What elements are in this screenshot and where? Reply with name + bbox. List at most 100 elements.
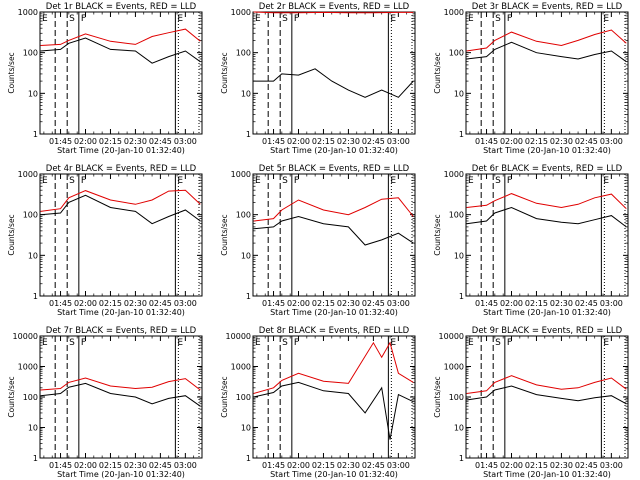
- event-marker-label: E: [390, 14, 396, 24]
- event-marker-label: F: [507, 176, 512, 186]
- event-marker-label: E: [42, 176, 48, 186]
- plot-frame: [252, 335, 416, 459]
- series-line-red: [40, 28, 201, 46]
- event-marker-label: F: [81, 14, 86, 24]
- x-tick-label: 02:30: [550, 299, 573, 308]
- chart-title: Det 7r BLACK = Events, RED = LLD: [46, 326, 197, 336]
- x-tick-label: 02:00: [500, 461, 523, 470]
- x-tick-label: 02:00: [287, 299, 310, 308]
- y-tick-label: 10: [28, 251, 38, 260]
- chart-title: Det 5r BLACK = Events, RED = LLD: [259, 164, 410, 174]
- chart-panel-5: Det 5r BLACK = Events, RED = LLD 1 10 100 10…: [220, 164, 416, 317]
- x-tick-label: 03:00: [387, 461, 410, 470]
- chart-panel-9: Det 9r BLACK = Events, RED = LLD 1 10 100 10…: [433, 326, 629, 479]
- y-tick-label: 1000: [18, 8, 38, 17]
- event-marker-label: E: [177, 338, 183, 348]
- x-tick-label: 02:00: [287, 461, 310, 470]
- x-tick-label: 02:15: [312, 461, 335, 470]
- event-marker-label: E: [255, 14, 261, 24]
- y-tick-label: 10: [454, 89, 464, 98]
- x-tick-label: 03:00: [174, 137, 197, 146]
- series-line-black: [466, 41, 627, 63]
- plot-frame: [252, 173, 416, 297]
- y-axis-label: Counts/sec: [7, 376, 16, 417]
- y-axis-label: Counts/sec: [433, 52, 442, 93]
- event-marker-label: F: [81, 176, 86, 186]
- y-axis-label: Counts/sec: [7, 52, 16, 93]
- y-tick-label: 100: [236, 211, 251, 220]
- y-tick-label: 1000: [444, 8, 464, 17]
- y-tick-label: 10000: [439, 332, 464, 341]
- x-tick-label: 02:45: [149, 299, 172, 308]
- x-tick-label: 02:15: [99, 461, 122, 470]
- chart-title: Det 4r BLACK = Events, RED = LLD: [46, 164, 197, 174]
- event-marker-label: E: [603, 14, 609, 24]
- x-tick-label: 01:45: [262, 137, 285, 146]
- series-line-red: [466, 29, 627, 52]
- plot-frame: [465, 11, 629, 135]
- series-line-black: [40, 37, 201, 64]
- x-axis-label: Start Time (20-Jan-10 01:32:40): [483, 146, 611, 155]
- x-tick-label: 02:45: [362, 299, 385, 308]
- y-tick-label: 1000: [444, 170, 464, 179]
- x-axis-label: Start Time (20-Jan-10 01:32:40): [57, 470, 185, 479]
- y-axis-label: Counts/sec: [433, 376, 442, 417]
- x-tick-label: 01:45: [475, 461, 498, 470]
- chart-title: Det 8r BLACK = Events, RED = LLD: [259, 326, 410, 336]
- chart-title: Det 2r BLACK = Events, RED = LLD: [259, 2, 410, 12]
- event-marker-label: E: [177, 14, 183, 24]
- x-tick-label: 03:00: [387, 299, 410, 308]
- x-tick-label: 01:45: [262, 299, 285, 308]
- x-tick-label: 01:45: [49, 299, 72, 308]
- event-marker-label: E: [255, 176, 261, 186]
- chart-panel-1: Det 1r BLACK = Events, RED = LLD 1 10 100 10…: [7, 2, 203, 155]
- y-tick-label: 1: [33, 454, 38, 463]
- x-tick-label: 02:00: [74, 137, 97, 146]
- x-tick-label: 02:15: [525, 299, 548, 308]
- event-marker-label: S: [69, 338, 75, 348]
- y-tick-label: 100: [449, 49, 464, 58]
- y-tick-label: 1: [459, 292, 464, 301]
- event-marker-label: F: [81, 338, 86, 348]
- y-tick-label: 1000: [231, 363, 251, 372]
- event-marker-label: E: [468, 338, 474, 348]
- event-marker-label: E: [390, 176, 396, 186]
- x-tick-label: 02:15: [525, 461, 548, 470]
- x-tick-label: 02:30: [337, 299, 360, 308]
- x-axis-label: Start Time (20-Jan-10 01:32:40): [270, 146, 398, 155]
- y-tick-label: 1: [459, 454, 464, 463]
- chart-title: Det 9r BLACK = Events, RED = LLD: [472, 326, 623, 336]
- x-tick-label: 03:00: [600, 461, 623, 470]
- y-tick-label: 1000: [18, 170, 38, 179]
- y-tick-label: 100: [23, 211, 38, 220]
- x-tick-label: 02:45: [575, 137, 598, 146]
- chart-title: Det 1r BLACK = Events, RED = LLD: [46, 2, 197, 12]
- y-tick-label: 10: [454, 251, 464, 260]
- y-tick-label: 1: [33, 292, 38, 301]
- y-tick-label: 1: [33, 130, 38, 139]
- event-marker-label: E: [468, 14, 474, 24]
- y-tick-label: 1: [246, 454, 251, 463]
- y-axis-label: Counts/sec: [220, 52, 229, 93]
- series-line-black: [40, 194, 201, 225]
- chart-panel-2: Det 2r BLACK = Events, RED = LLD 1 10 100 10…: [220, 2, 416, 155]
- y-tick-label: 100: [449, 211, 464, 220]
- y-tick-label: 1: [246, 292, 251, 301]
- x-tick-label: 02:30: [550, 137, 573, 146]
- chart-title: Det 3r BLACK = Events, RED = LLD: [472, 2, 623, 12]
- x-tick-label: 02:45: [362, 461, 385, 470]
- y-tick-label: 10: [454, 424, 464, 433]
- x-tick-label: 01:45: [475, 137, 498, 146]
- event-marker-label: F: [294, 14, 299, 24]
- x-tick-label: 02:00: [74, 461, 97, 470]
- x-tick-label: 02:30: [124, 461, 147, 470]
- event-marker-label: E: [42, 14, 48, 24]
- event-marker-label: E: [177, 176, 183, 186]
- x-tick-label: 02:45: [575, 461, 598, 470]
- chart-panel-7: Det 7r BLACK = Events, RED = LLD 1 10 100 10…: [7, 326, 203, 479]
- x-axis-label: Start Time (20-Jan-10 01:32:40): [483, 470, 611, 479]
- event-marker-label: E: [390, 338, 396, 348]
- event-marker-label: E: [42, 338, 48, 348]
- event-marker-label: E: [603, 176, 609, 186]
- event-marker-label: S: [282, 14, 288, 24]
